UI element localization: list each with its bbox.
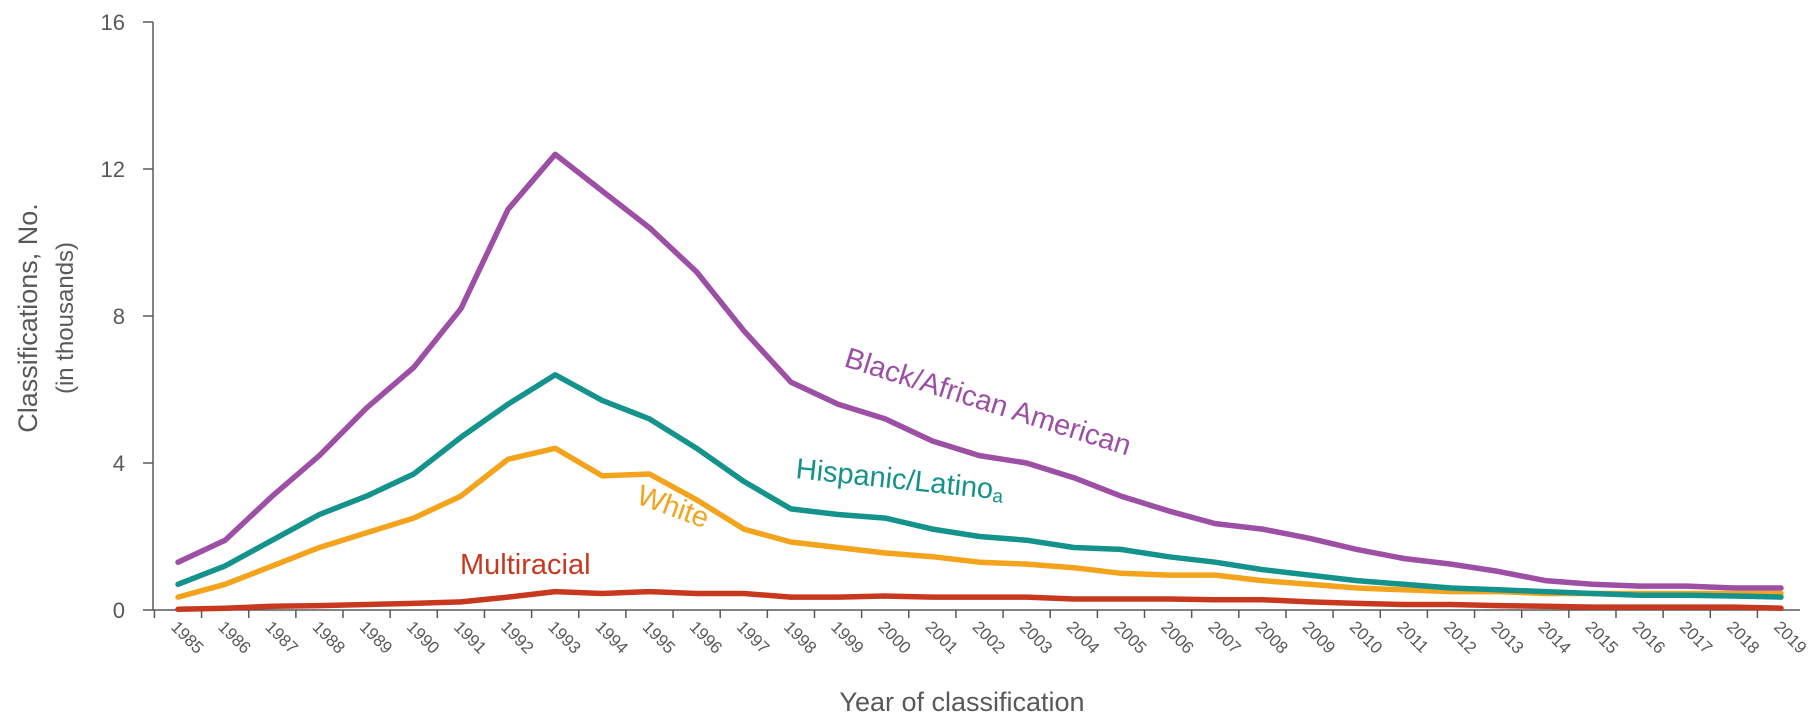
x-tick-label: 2001 — [922, 617, 962, 657]
y-tick-label: 8 — [113, 304, 125, 329]
series-label-hispanic: Hispanic/Latinoa — [794, 453, 1006, 508]
y-tick-label: 12 — [101, 157, 125, 182]
x-ticks: 1985 1986 1987 1988 1989 1990 1991 1992 1993 1994… — [153, 610, 1810, 658]
x-tick-label: 1987 — [261, 617, 301, 657]
x-tick-label: 2005 — [1110, 617, 1150, 657]
y-tick-label: 0 — [113, 598, 125, 623]
y-tick-label: 4 — [113, 451, 125, 476]
y-axis-title: Classifications, No. — [13, 203, 43, 433]
x-tick-label: 2014 — [1534, 617, 1574, 657]
x-tick-label: 2011 — [1393, 617, 1432, 656]
x-tick-label: 1998 — [780, 617, 820, 657]
series-label-hispanic-text: Hispanic/Latino — [794, 453, 995, 506]
x-tick-label: 1988 — [309, 617, 349, 657]
x-tick-label: 2004 — [1063, 617, 1103, 657]
x-tick-label: 2000 — [874, 617, 914, 657]
series-label-black: Black/African American — [841, 342, 1135, 462]
x-tick-label: 1996 — [686, 617, 726, 657]
x-tick-label: 2003 — [1016, 617, 1056, 657]
x-tick-label: 2018 — [1723, 617, 1763, 657]
x-tick-label: 1997 — [733, 617, 773, 657]
x-tick-label: 1995 — [639, 617, 679, 657]
x-tick-label: 2010 — [1346, 617, 1386, 657]
series-label-hispanic-sup: a — [991, 486, 1004, 508]
x-tick-label: 2019 — [1770, 617, 1810, 657]
x-tick-label: 2002 — [969, 617, 1009, 657]
x-axis-title: Year of classification — [839, 687, 1084, 715]
x-tick-label: 1985 — [167, 617, 207, 657]
x-tick-label: 1991 — [450, 617, 490, 657]
x-tick-label: 2013 — [1487, 617, 1527, 657]
series-line-hispanic-latino — [175, 372, 1784, 600]
y-tick-label: 16 — [101, 10, 125, 35]
x-tick-label: 1990 — [403, 617, 443, 657]
x-tick-label: 2015 — [1582, 617, 1622, 657]
x-tick-label: 2017 — [1676, 617, 1716, 657]
x-tick-label: 2007 — [1204, 617, 1244, 657]
series-lines — [175, 151, 1784, 613]
series-label-multiracial: Multiracial — [460, 549, 591, 581]
x-tick-label: 1986 — [214, 617, 254, 657]
x-tick-label: 1993 — [544, 617, 584, 657]
series-line-black-african-american — [175, 151, 1784, 591]
x-tick-label: 1999 — [827, 617, 867, 657]
x-tick-label: 1992 — [497, 617, 537, 657]
series-line-multiracial — [175, 588, 1784, 613]
y-ticks: 0 4 8 12 16 — [101, 10, 153, 623]
x-tick-label: 2006 — [1157, 617, 1197, 657]
x-tick-label: 2012 — [1440, 617, 1480, 657]
x-tick-label: 1994 — [591, 617, 631, 657]
x-tick-label: 2016 — [1629, 617, 1669, 657]
x-tick-label: 2009 — [1299, 617, 1339, 657]
x-tick-label: 2008 — [1252, 617, 1292, 657]
x-tick-label: 1989 — [356, 617, 396, 657]
y-axis-subtitle: (in thousands) — [52, 242, 79, 394]
